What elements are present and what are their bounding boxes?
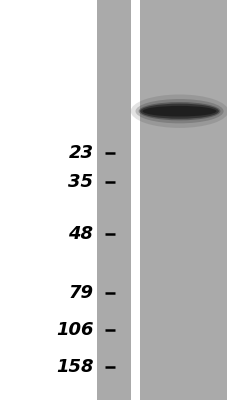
Ellipse shape: [138, 102, 220, 120]
Text: 35: 35: [68, 173, 93, 191]
Text: 158: 158: [56, 358, 93, 376]
Bar: [131, 0, 140, 400]
Ellipse shape: [140, 104, 218, 119]
Ellipse shape: [135, 99, 223, 123]
Text: 23: 23: [68, 144, 93, 162]
Text: 79: 79: [68, 284, 93, 302]
Text: 106: 106: [56, 321, 93, 339]
Ellipse shape: [130, 94, 227, 128]
Ellipse shape: [142, 106, 216, 116]
Text: 48: 48: [68, 225, 93, 243]
Bar: [96, 0, 227, 400]
